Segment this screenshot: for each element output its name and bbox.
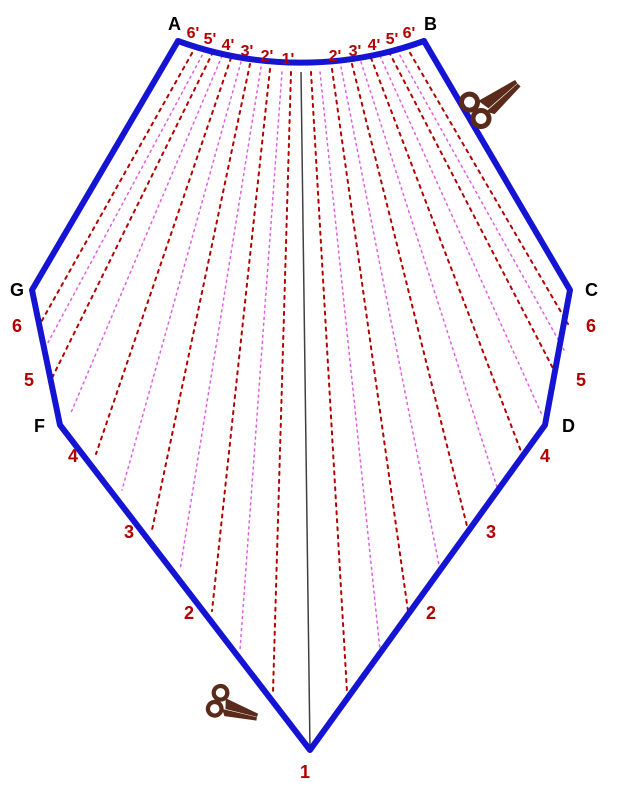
vertex-label-f: F bbox=[34, 416, 45, 436]
vertex-label-b: B bbox=[424, 14, 437, 34]
top-label-left-2: 2' bbox=[261, 48, 274, 65]
top-label-left-1: 1' bbox=[282, 51, 295, 68]
top-label-right-3: 3' bbox=[349, 43, 362, 60]
bottom-label-left-5: 5 bbox=[24, 370, 34, 390]
diagram-bg bbox=[0, 0, 620, 788]
bottom-label-right-2: 2 bbox=[426, 603, 436, 623]
bottom-label-right-6: 6 bbox=[586, 316, 596, 336]
vertex-label-g: G bbox=[10, 280, 24, 300]
bottom-label-left-6: 6 bbox=[12, 316, 22, 336]
top-label-left-6: 6' bbox=[187, 25, 200, 42]
top-label-right-4: 4' bbox=[368, 37, 381, 54]
bottom-label-right-4: 4 bbox=[540, 446, 550, 466]
bottom-label-left-3: 3 bbox=[124, 522, 134, 542]
bottom-label-1: 1 bbox=[300, 762, 310, 782]
vertex-label-a: A bbox=[168, 14, 181, 34]
pattern-diagram: A B C D F G 1' 2' 2 3' 3 4' 4 5' 5 6' 6 2' 2 3' 3 4' 4 5' 5 6' 6 1 bbox=[0, 0, 620, 788]
vertex-label-c: C bbox=[585, 280, 598, 300]
top-label-left-3: 3' bbox=[241, 43, 254, 60]
top-label-left-5: 5' bbox=[204, 31, 217, 48]
top-label-right-2: 2' bbox=[329, 48, 342, 65]
top-label-left-4: 4' bbox=[222, 37, 235, 54]
vertex-label-d: D bbox=[562, 416, 575, 436]
bottom-label-left-2: 2 bbox=[184, 603, 194, 623]
bottom-label-right-3: 3 bbox=[486, 522, 496, 542]
bottom-label-right-5: 5 bbox=[576, 370, 586, 390]
top-label-right-6: 6' bbox=[403, 25, 416, 42]
top-label-right-5: 5' bbox=[386, 31, 399, 48]
bottom-label-left-4: 4 bbox=[68, 446, 78, 466]
